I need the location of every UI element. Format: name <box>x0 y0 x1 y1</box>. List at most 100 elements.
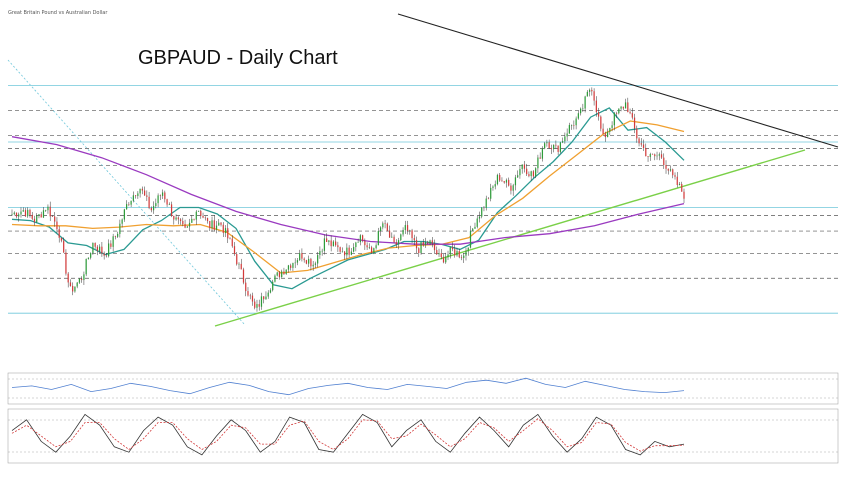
candle-body <box>139 188 141 194</box>
candle-body <box>379 227 382 232</box>
candle-body <box>141 188 143 191</box>
candle-body <box>564 136 566 142</box>
ascending-trendline <box>214 149 806 327</box>
candle-body <box>492 186 494 188</box>
candle-body <box>117 233 119 237</box>
candle-body <box>418 248 420 253</box>
candle-body <box>292 263 294 268</box>
candle-body <box>463 255 465 259</box>
fibo-guide-line <box>7 59 246 326</box>
candle-body <box>281 271 283 278</box>
candle-body <box>384 223 386 224</box>
candle-body <box>546 142 548 144</box>
candle-body <box>112 236 114 247</box>
candle-body <box>278 272 281 278</box>
candle-body <box>510 185 512 191</box>
candle-body <box>254 301 256 308</box>
candle-body <box>265 296 267 300</box>
candle-body <box>404 225 406 230</box>
candle-body <box>602 128 604 135</box>
candle-body <box>577 113 579 119</box>
candle-body <box>146 195 148 197</box>
candle-body <box>179 219 182 221</box>
candle-body <box>65 252 67 274</box>
candle-body <box>597 112 600 117</box>
candle-body <box>285 269 287 275</box>
candle-body <box>584 96 586 109</box>
candle-body <box>218 222 220 226</box>
candle-body <box>402 229 404 235</box>
candle-body <box>130 200 132 205</box>
candle-body <box>328 240 330 242</box>
candle-body <box>13 212 15 215</box>
candle-body <box>229 238 231 239</box>
candle-body <box>667 168 669 171</box>
candle-body <box>96 246 99 251</box>
candle-body <box>393 236 395 243</box>
candle-body <box>357 242 359 243</box>
candle-body <box>424 242 427 245</box>
candle-body <box>415 240 418 249</box>
candle-body <box>451 247 454 250</box>
candle-body <box>429 240 431 244</box>
candle-body <box>521 164 523 170</box>
candle-body <box>382 223 384 228</box>
candle-body <box>566 133 568 137</box>
candle-body <box>604 134 606 138</box>
candle-body <box>535 168 537 177</box>
candle-body <box>359 235 361 243</box>
candle-body <box>517 175 519 178</box>
candle-body <box>586 91 588 97</box>
candle-body <box>123 209 125 220</box>
candle-body <box>323 238 326 251</box>
candle-body <box>467 247 469 252</box>
candle-body <box>47 206 49 211</box>
candle-body <box>173 215 175 220</box>
candle-body <box>152 206 155 211</box>
candle-body <box>595 100 597 113</box>
candle-body <box>321 250 323 252</box>
candle-body <box>573 125 575 126</box>
grid-layer <box>7 59 838 326</box>
rsi-panel <box>7 372 839 405</box>
candle-body <box>78 278 81 283</box>
candle-body <box>485 198 487 208</box>
candle-body <box>447 254 449 258</box>
candle-body <box>523 164 526 169</box>
candle-body <box>660 154 663 158</box>
chart-title: GBPAUD - Daily Chart <box>138 47 338 69</box>
candle-body <box>377 231 379 246</box>
trendlines <box>214 13 839 327</box>
candle-body <box>615 112 618 114</box>
candle-body <box>460 257 463 259</box>
candle-body <box>40 214 42 218</box>
candle-body <box>373 248 375 254</box>
candle-body <box>94 242 96 247</box>
candle-body <box>413 238 415 241</box>
candle-body <box>683 191 685 199</box>
candle-body <box>256 304 258 308</box>
candle-body <box>541 148 544 159</box>
candle-body <box>476 218 478 227</box>
candle-body <box>472 228 474 231</box>
candle-body <box>58 229 60 238</box>
candle-body <box>159 195 161 196</box>
candle-body <box>296 260 299 263</box>
candle-body <box>319 251 321 256</box>
candle-body <box>103 253 105 256</box>
candle-body <box>436 250 438 255</box>
candle-body <box>355 242 357 248</box>
candle-body <box>663 157 665 166</box>
candle-body <box>532 171 535 177</box>
candle-body <box>238 263 240 265</box>
candle-body <box>114 236 117 237</box>
candle-body <box>168 204 170 205</box>
candle-body <box>391 236 393 238</box>
candle-body <box>49 206 51 217</box>
candle-body <box>645 147 647 157</box>
candle-body <box>227 228 229 239</box>
candle-body <box>263 296 265 300</box>
candle-body <box>283 271 285 275</box>
candle-body <box>108 243 110 257</box>
candle-body <box>364 240 366 246</box>
